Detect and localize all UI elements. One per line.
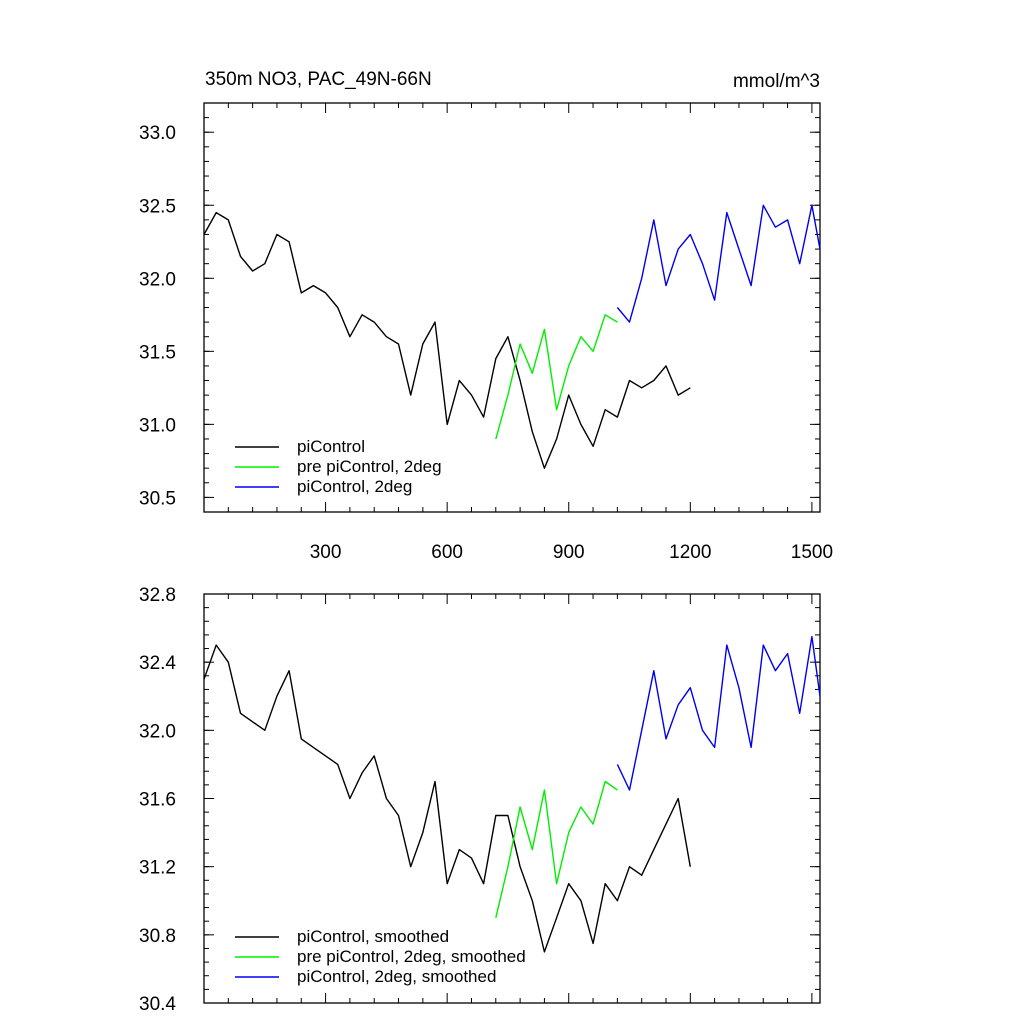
bottom-y-tick-label: 32.8 — [139, 585, 176, 606]
bottom-legend-label-2: piControl, 2deg, smoothed — [297, 967, 496, 986]
bottom-y-tick-label: 32.4 — [139, 653, 176, 674]
top-series-line-2 — [616, 204, 821, 323]
top-series-line-1 — [495, 314, 618, 440]
top-x-tick-label: 600 — [431, 542, 463, 563]
bottom-series-line-0 — [203, 644, 691, 953]
top-legend-label-0: piControl — [297, 437, 365, 456]
top-legend-label-2: piControl, 2deg — [297, 477, 412, 496]
bottom-y-tick-label: 32.0 — [139, 721, 176, 742]
bottom-plot: 30.4 30.8 31.2 31.6 32.0 32.4 32.8 piControl, s… — [139, 585, 821, 1015]
top-y-tick-label: 31.0 — [139, 415, 176, 436]
top-x-tick-label: 1500 — [791, 542, 833, 563]
bottom-y-tick-label: 31.2 — [139, 858, 176, 879]
top-x-tick-label: 300 — [310, 542, 342, 563]
top-plot: 300 600 900 1200 1500 30.5 31.0 31.5 32.0 32.5 33.… — [139, 102, 833, 563]
top-y-tick-label: 31.5 — [139, 342, 176, 363]
top-x-tick-label: 900 — [553, 542, 585, 563]
top-y-tick-label: 32.5 — [139, 196, 176, 217]
top-series-line-0 — [203, 211, 691, 469]
top-y-tick-label: 32.0 — [139, 269, 176, 290]
bottom-series-line-1 — [495, 780, 618, 918]
bottom-series-line-2 — [616, 635, 821, 791]
top-y-tick-label: 30.5 — [139, 488, 176, 509]
bottom-legend-label-1: pre piControl, 2deg, smoothed — [297, 947, 526, 966]
top-y-tick-label: 33.0 — [139, 123, 176, 144]
top-chart-title: 350m NO3, PAC_49N-66N — [205, 69, 432, 90]
bottom-y-tick-label: 30.8 — [139, 926, 176, 947]
top-x-tick-label: 1200 — [669, 542, 711, 563]
bottom-y-tick-label: 31.6 — [139, 790, 176, 811]
bottom-y-tick-label: 30.4 — [139, 994, 176, 1015]
top-chart-units: mmol/m^3 — [733, 71, 820, 92]
top-legend-label-1: pre piControl, 2deg — [297, 457, 442, 476]
bottom-legend-label-0: piControl, smoothed — [297, 927, 449, 946]
